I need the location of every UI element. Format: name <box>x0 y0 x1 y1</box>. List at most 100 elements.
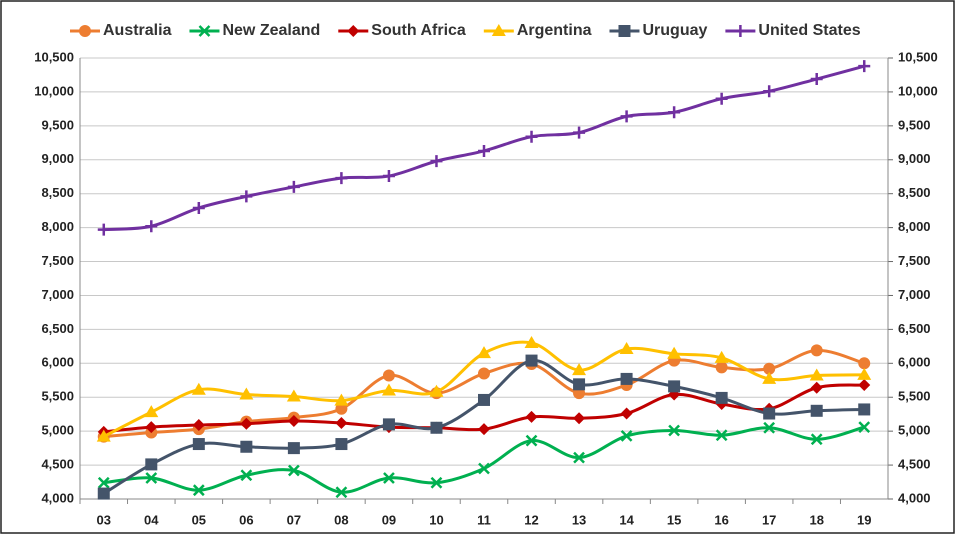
data-point <box>810 381 823 394</box>
y-tick-label: 4,000 <box>41 490 74 505</box>
data-point <box>858 403 871 416</box>
data-point <box>620 110 633 123</box>
data-point <box>145 472 158 484</box>
y2-tick-label: 10,500 <box>898 49 938 64</box>
data-point <box>287 180 300 193</box>
data-point <box>97 223 110 236</box>
data-point <box>97 487 110 500</box>
x-tick-label: 10 <box>429 512 443 527</box>
legend-marker <box>491 24 506 36</box>
data-point <box>145 220 158 233</box>
y-tick-label: 6,500 <box>41 321 74 336</box>
data-point <box>478 393 490 406</box>
data-point <box>763 407 776 420</box>
data-point <box>858 60 871 73</box>
data-point <box>573 126 586 139</box>
data-point <box>715 391 728 404</box>
data-point <box>240 469 253 482</box>
data-point <box>667 346 682 359</box>
data-point <box>192 484 205 497</box>
y-tick-label: 8,500 <box>41 185 74 200</box>
legend-label: Uruguay <box>642 22 707 39</box>
y2-tick-label: 9,000 <box>898 151 931 166</box>
data-point <box>334 393 349 406</box>
x-tick-label: 09 <box>382 512 396 527</box>
data-point <box>715 429 728 442</box>
data-point <box>573 378 586 391</box>
y-tick-label: 7,000 <box>41 287 74 302</box>
y2-tick-label: 4,000 <box>898 490 931 505</box>
data-point <box>192 438 205 451</box>
data-point <box>525 130 538 143</box>
data-point <box>240 440 253 453</box>
data-point <box>430 155 443 168</box>
data-point <box>477 346 491 359</box>
data-point <box>335 417 348 430</box>
data-point <box>145 421 158 434</box>
y2-tick-label: 7,500 <box>898 253 931 268</box>
data-point <box>524 335 539 348</box>
data-point <box>668 106 681 119</box>
y-tick-label: 5,500 <box>41 389 74 404</box>
data-point <box>335 172 348 185</box>
data-point <box>287 414 300 427</box>
data-point <box>810 433 823 446</box>
legend-label: Australia <box>103 22 172 39</box>
x-tick-label: 15 <box>667 512 681 527</box>
data-point <box>191 382 206 395</box>
legend-marker <box>347 25 360 37</box>
x-tick-label: 07 <box>287 512 301 527</box>
y2-tick-label: 6,000 <box>898 355 931 370</box>
data-point <box>478 423 490 436</box>
y2-tick-label: 9,500 <box>898 117 931 132</box>
data-point <box>382 369 395 382</box>
data-point <box>525 410 538 423</box>
data-point <box>810 344 823 357</box>
legend-label: Argentina <box>517 22 592 39</box>
y-tick-label: 8,000 <box>41 219 74 234</box>
data-point <box>619 342 634 355</box>
data-point <box>857 367 872 380</box>
data-point <box>763 85 776 98</box>
legend-marker <box>198 25 211 37</box>
data-point <box>715 361 728 374</box>
data-point <box>620 372 633 385</box>
data-point <box>382 418 395 431</box>
data-point <box>762 371 777 384</box>
y2-tick-label: 6,500 <box>898 321 931 336</box>
data-point <box>573 451 585 464</box>
y-tick-label: 6,000 <box>41 355 74 370</box>
data-point <box>858 357 871 370</box>
data-point <box>240 417 253 430</box>
x-tick-label: 14 <box>619 512 634 527</box>
y-tick-label: 9,500 <box>41 117 74 132</box>
data-point <box>335 438 348 451</box>
data-point <box>192 419 205 432</box>
y-tick-label: 9,000 <box>41 151 74 166</box>
y-tick-label: 10,500 <box>34 49 74 64</box>
data-point <box>858 421 871 433</box>
data-point <box>478 462 490 475</box>
x-tick-label: 05 <box>192 512 206 527</box>
y-tick-label: 4,500 <box>41 457 74 472</box>
x-tick-label: 11 <box>477 512 491 527</box>
legend-label: New Zealand <box>222 22 320 39</box>
y-tick-label: 5,000 <box>41 423 74 438</box>
legend-label: South Africa <box>371 22 466 39</box>
y2-tick-label: 7,000 <box>898 287 931 302</box>
x-tick-label: 06 <box>239 512 253 527</box>
x-tick-label: 03 <box>97 512 111 527</box>
data-point <box>478 144 490 157</box>
y-tick-label: 7,500 <box>41 253 74 268</box>
y-tick-label: 10,000 <box>34 83 74 98</box>
y2-tick-label: 8,500 <box>898 185 931 200</box>
data-point <box>572 363 587 376</box>
x-tick-label: 12 <box>524 512 538 527</box>
data-point <box>239 387 254 400</box>
data-point <box>240 190 253 203</box>
data-point <box>429 384 444 397</box>
data-point <box>287 442 300 455</box>
